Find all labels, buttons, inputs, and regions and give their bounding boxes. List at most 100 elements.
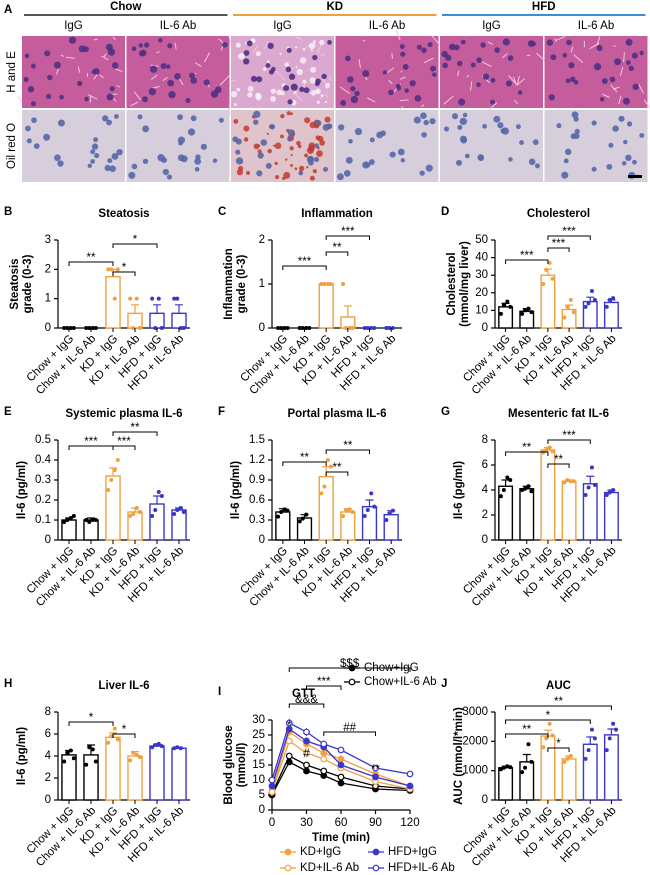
significance-label: ** bbox=[554, 696, 563, 708]
nucleus bbox=[270, 66, 276, 72]
data-point bbox=[112, 296, 117, 301]
nucleus bbox=[321, 73, 327, 80]
lipid-droplet bbox=[306, 166, 309, 169]
vacuole bbox=[270, 88, 277, 94]
nucleus bbox=[631, 52, 638, 59]
data-point bbox=[562, 759, 567, 764]
data-point bbox=[586, 485, 591, 490]
nucleus bbox=[131, 46, 137, 52]
data-point bbox=[547, 721, 552, 726]
significance-label: ** bbox=[333, 462, 342, 474]
vacuole bbox=[310, 49, 314, 52]
vacuole bbox=[247, 92, 253, 98]
nucleus bbox=[548, 94, 555, 101]
nucleus bbox=[563, 158, 569, 164]
nucleus bbox=[350, 95, 359, 104]
nucleus bbox=[421, 47, 427, 53]
nucleus bbox=[44, 50, 51, 57]
data-point bbox=[115, 737, 120, 742]
data-point bbox=[300, 326, 305, 330]
panel-letter: J bbox=[441, 678, 447, 690]
data-point bbox=[93, 326, 98, 330]
y-tick-label: 0.4 bbox=[35, 454, 52, 466]
data-point bbox=[529, 759, 534, 764]
tissue bbox=[544, 110, 648, 182]
nucleus bbox=[308, 159, 314, 166]
chart-title: Inflammation bbox=[301, 208, 373, 220]
nucleus bbox=[517, 90, 523, 95]
significance-label: * bbox=[556, 738, 561, 750]
data-point bbox=[68, 326, 73, 330]
nucleus bbox=[561, 171, 569, 179]
nucleus bbox=[235, 149, 241, 155]
nucleus bbox=[54, 154, 61, 162]
significance-label: * bbox=[287, 720, 292, 732]
vacuole bbox=[312, 40, 316, 44]
data-point bbox=[586, 301, 591, 306]
marker bbox=[303, 761, 310, 769]
nucleus bbox=[315, 120, 322, 126]
nucleus bbox=[312, 54, 318, 61]
significance-label: ** bbox=[522, 724, 531, 736]
panel-letter: C bbox=[218, 206, 226, 218]
nucleus bbox=[564, 148, 572, 156]
nucleus bbox=[519, 140, 524, 146]
membrane bbox=[526, 54, 531, 57]
nucleus bbox=[382, 70, 388, 75]
lipid-droplet bbox=[243, 125, 250, 132]
data-point bbox=[297, 519, 302, 524]
data-point bbox=[607, 490, 612, 495]
nucleus bbox=[57, 160, 64, 167]
nucleus bbox=[185, 98, 191, 104]
micrograph bbox=[335, 30, 439, 112]
x-tick-label: 0 bbox=[269, 817, 275, 829]
lipid-droplet bbox=[274, 161, 278, 166]
vacuole bbox=[255, 94, 262, 101]
nucleus bbox=[30, 101, 36, 107]
nucleus bbox=[413, 116, 421, 124]
y-tick-label: 20 bbox=[252, 744, 265, 756]
nucleus bbox=[166, 174, 173, 180]
nucleus bbox=[285, 66, 292, 73]
nucleus bbox=[91, 69, 97, 75]
data-point bbox=[350, 510, 355, 514]
marker bbox=[337, 773, 345, 781]
nucleus bbox=[326, 123, 333, 130]
membrane bbox=[589, 42, 600, 50]
nucleus bbox=[568, 62, 575, 69]
lipid-droplet bbox=[283, 171, 291, 179]
nucleus bbox=[530, 41, 536, 47]
panel-letter: D bbox=[441, 206, 449, 218]
nucleus bbox=[482, 73, 490, 80]
nucleus bbox=[348, 138, 353, 144]
significance-bracket bbox=[112, 733, 136, 738]
micrograph bbox=[126, 110, 230, 182]
lipid-droplet bbox=[286, 111, 291, 116]
nucleus bbox=[256, 170, 263, 177]
data-point bbox=[592, 297, 597, 302]
data-point bbox=[131, 750, 136, 755]
lipid-droplet bbox=[296, 140, 301, 146]
nucleus bbox=[142, 125, 150, 133]
data-point bbox=[172, 296, 177, 301]
data-point bbox=[84, 762, 89, 767]
data-point bbox=[604, 304, 609, 309]
significance-bracket bbox=[306, 685, 342, 690]
nucleus bbox=[397, 148, 405, 156]
nucleus bbox=[625, 38, 633, 46]
data-point bbox=[544, 267, 549, 272]
nucleus bbox=[430, 65, 437, 72]
legend-label: Chow+IL-6 Ab bbox=[364, 676, 437, 688]
data-point bbox=[106, 267, 111, 272]
y-tick-label: 4 bbox=[45, 750, 52, 762]
y-axis-label: (mmol/mg liver) bbox=[459, 241, 471, 327]
nucleus bbox=[570, 133, 577, 140]
y-tick-label: 0.3 bbox=[35, 474, 51, 486]
legend-label: HFD+IL-6 Ab bbox=[388, 862, 455, 874]
group-label: KD bbox=[326, 1, 343, 13]
y-axis-label: Steatosis bbox=[9, 258, 21, 309]
lipid-droplet bbox=[312, 169, 317, 174]
data-point bbox=[365, 508, 370, 512]
data-point bbox=[178, 746, 183, 751]
nucleus bbox=[419, 170, 425, 176]
